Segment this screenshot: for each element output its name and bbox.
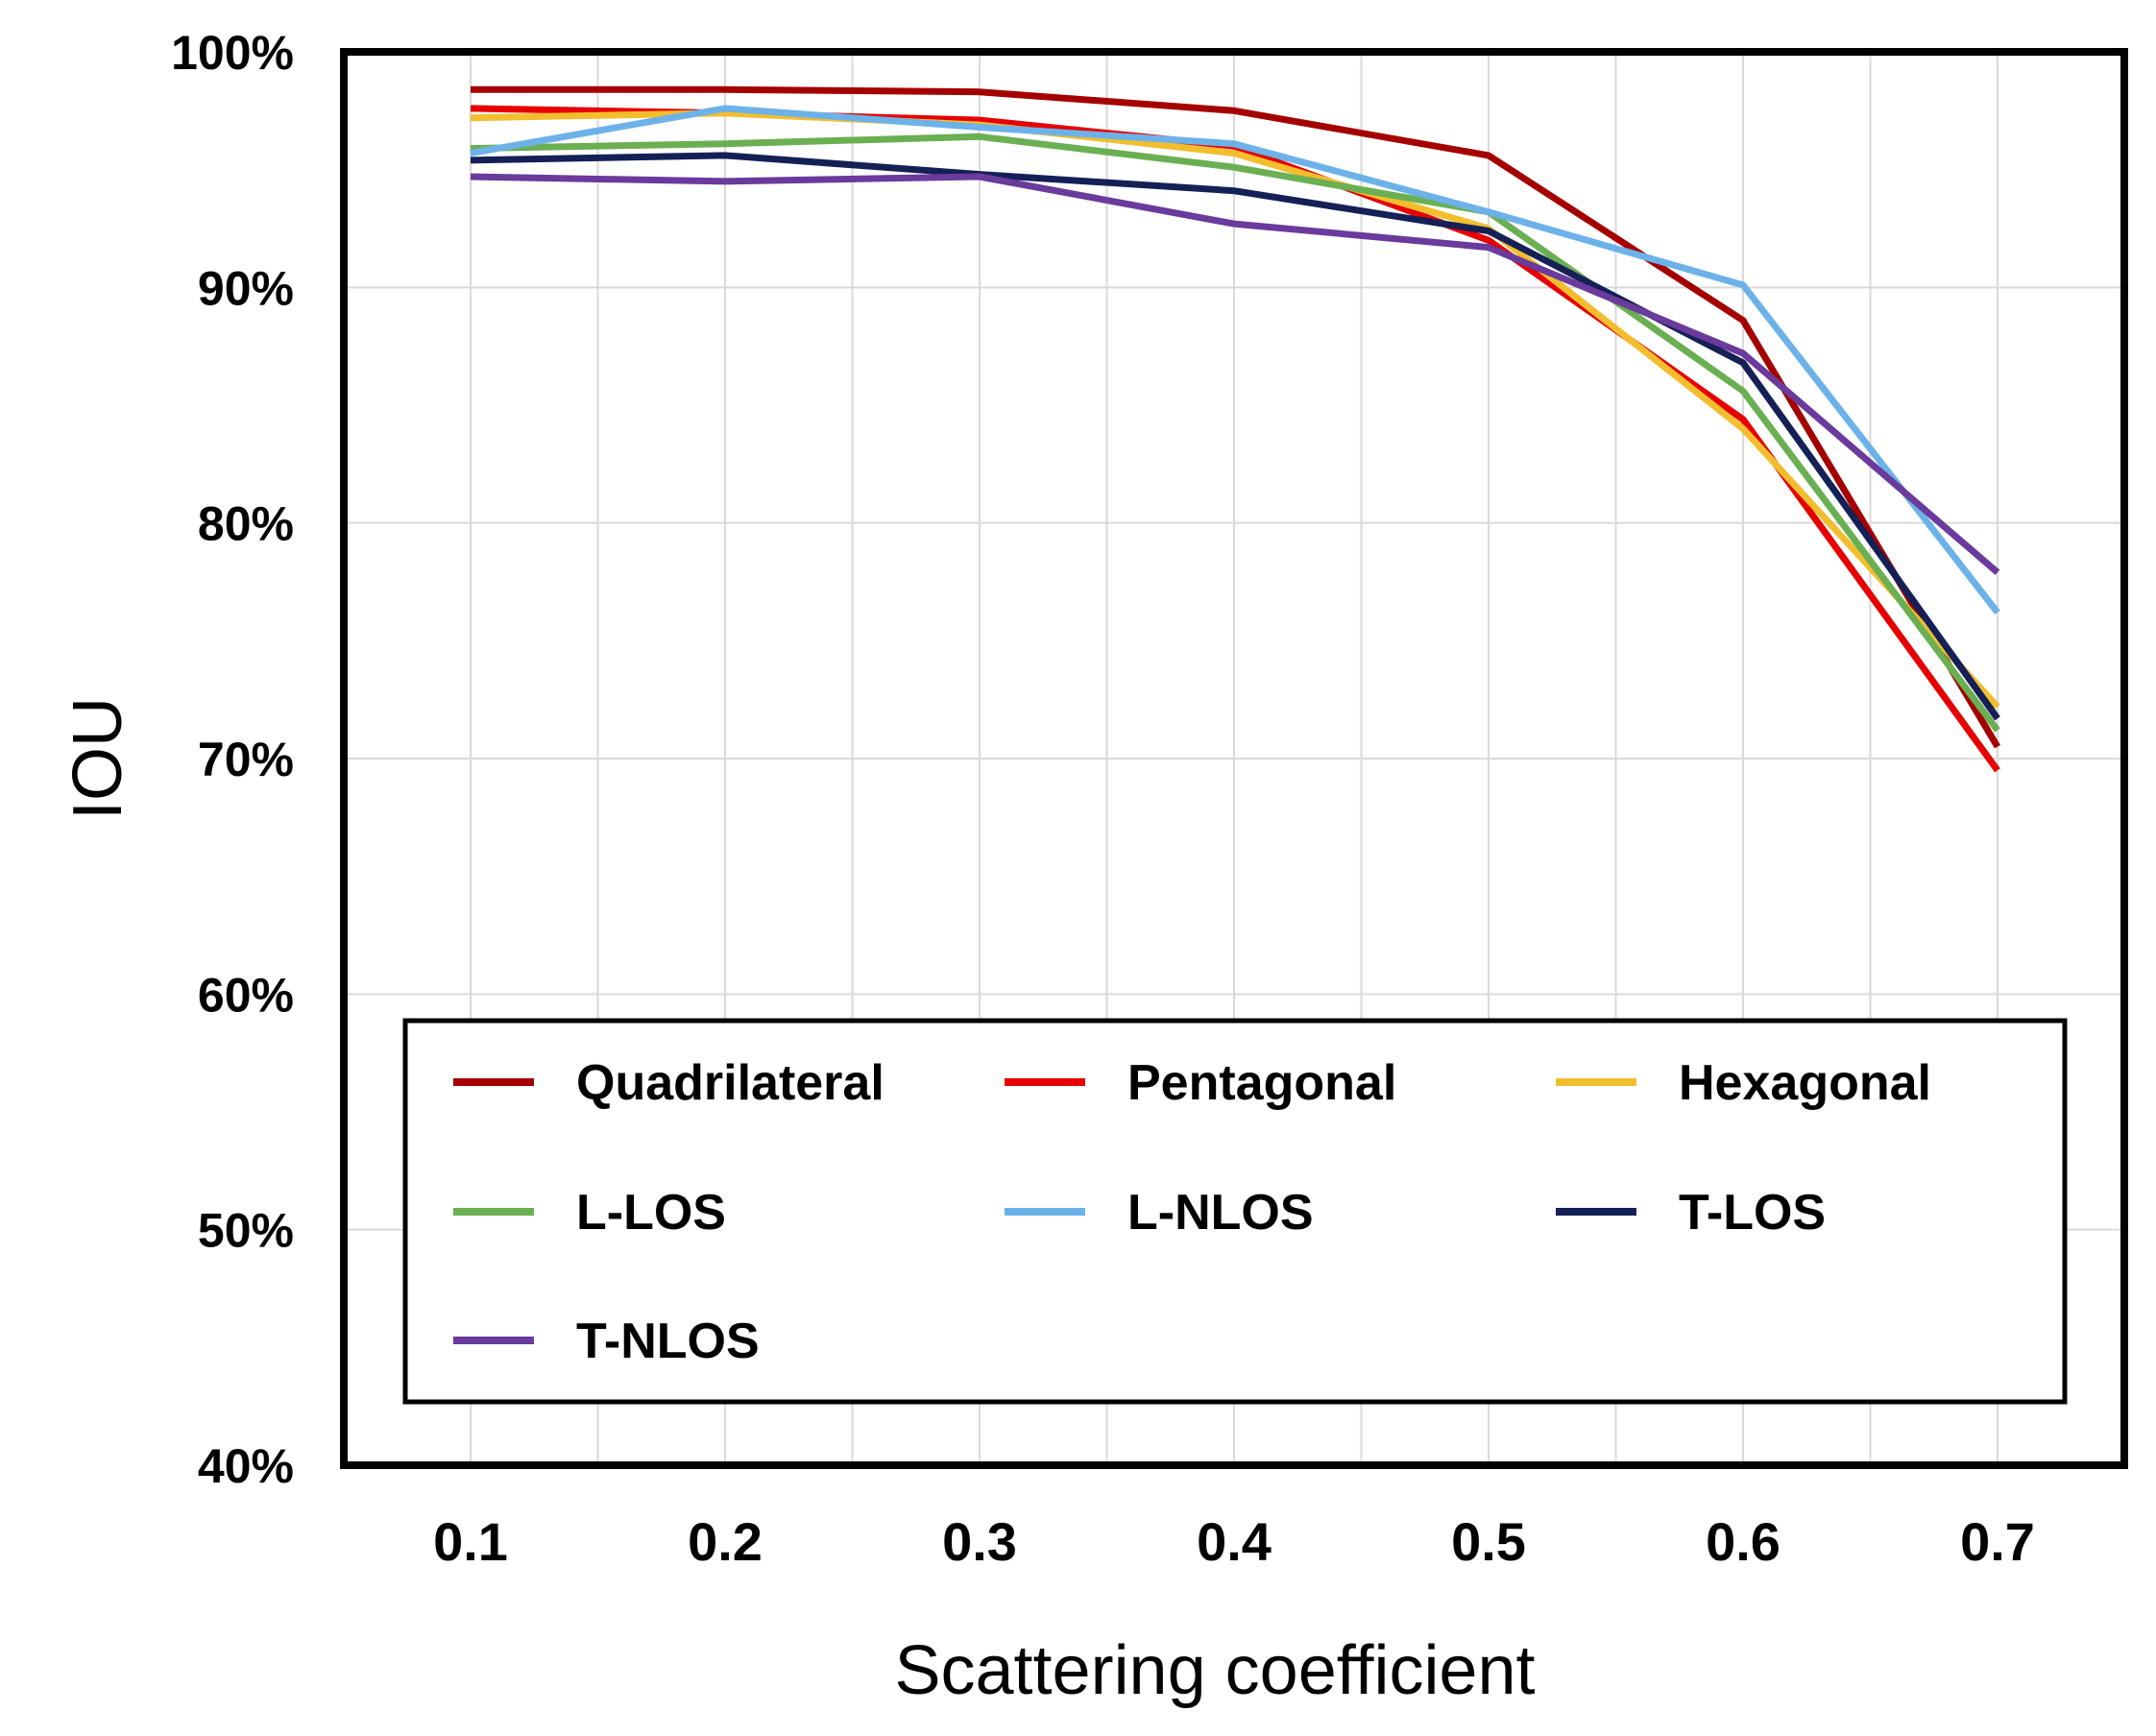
legend-label-l-los: L-LOS	[576, 1185, 726, 1241]
legend-box	[402, 1018, 2068, 1405]
series-line-quadrilateral	[471, 85, 2001, 749]
x-tick-label: 0.7	[1960, 1511, 2035, 1572]
legend-items: Quadrilateral Pentagonal Hexagonal L-LOS L-N…	[453, 1055, 1931, 1369]
series-line-hexagonal	[470, 109, 2000, 710]
y-axis-title: IOU	[60, 697, 136, 820]
y-tick-label: 50%	[198, 1204, 294, 1258]
y-tick-label: 90%	[198, 261, 294, 315]
y-tick-label: 70%	[198, 733, 294, 786]
series-line-t-los	[470, 152, 2000, 721]
plot-frame	[340, 48, 2128, 1469]
legend-label-quadrilateral: Quadrilateral	[576, 1055, 884, 1111]
x-axis-tick-labels: 0.1 0.2 0.3 0.4 0.5 0.6 0.7	[433, 1511, 2035, 1572]
legend: Quadrilateral Pentagonal Hexagonal L-LOS L-N…	[402, 1018, 2068, 1405]
legend-label-pentagonal: Pentagonal	[1127, 1055, 1396, 1111]
x-tick-label: 0.6	[1706, 1511, 1781, 1572]
x-axis-title: Scattering coefficient	[894, 1632, 1535, 1709]
series-lines	[470, 85, 2001, 773]
x-tick-label: 0.5	[1451, 1511, 1526, 1572]
legend-label-hexagonal: Hexagonal	[1679, 1055, 1931, 1111]
y-tick-label: 60%	[198, 968, 294, 1022]
legend-label-l-nlos: L-NLOS	[1127, 1185, 1314, 1241]
legend-label-t-nlos: T-NLOS	[576, 1314, 760, 1369]
x-tick-label: 0.3	[942, 1511, 1017, 1572]
y-tick-label: 100%	[171, 26, 294, 80]
series-line-t-nlos	[470, 173, 2000, 575]
series-line-l-nlos	[470, 105, 2000, 615]
x-tick-label: 0.2	[688, 1511, 763, 1572]
y-tick-label: 80%	[198, 497, 294, 551]
y-tick-label: 40%	[198, 1439, 294, 1493]
x-tick-label: 0.1	[433, 1511, 508, 1572]
legend-label-t-los: T-LOS	[1679, 1185, 1826, 1241]
y-axis-tick-labels: 40% 50% 60% 70% 80% 90% 100%	[171, 26, 294, 1493]
x-tick-label: 0.4	[1197, 1511, 1272, 1572]
series-line-l-los	[470, 133, 2000, 733]
